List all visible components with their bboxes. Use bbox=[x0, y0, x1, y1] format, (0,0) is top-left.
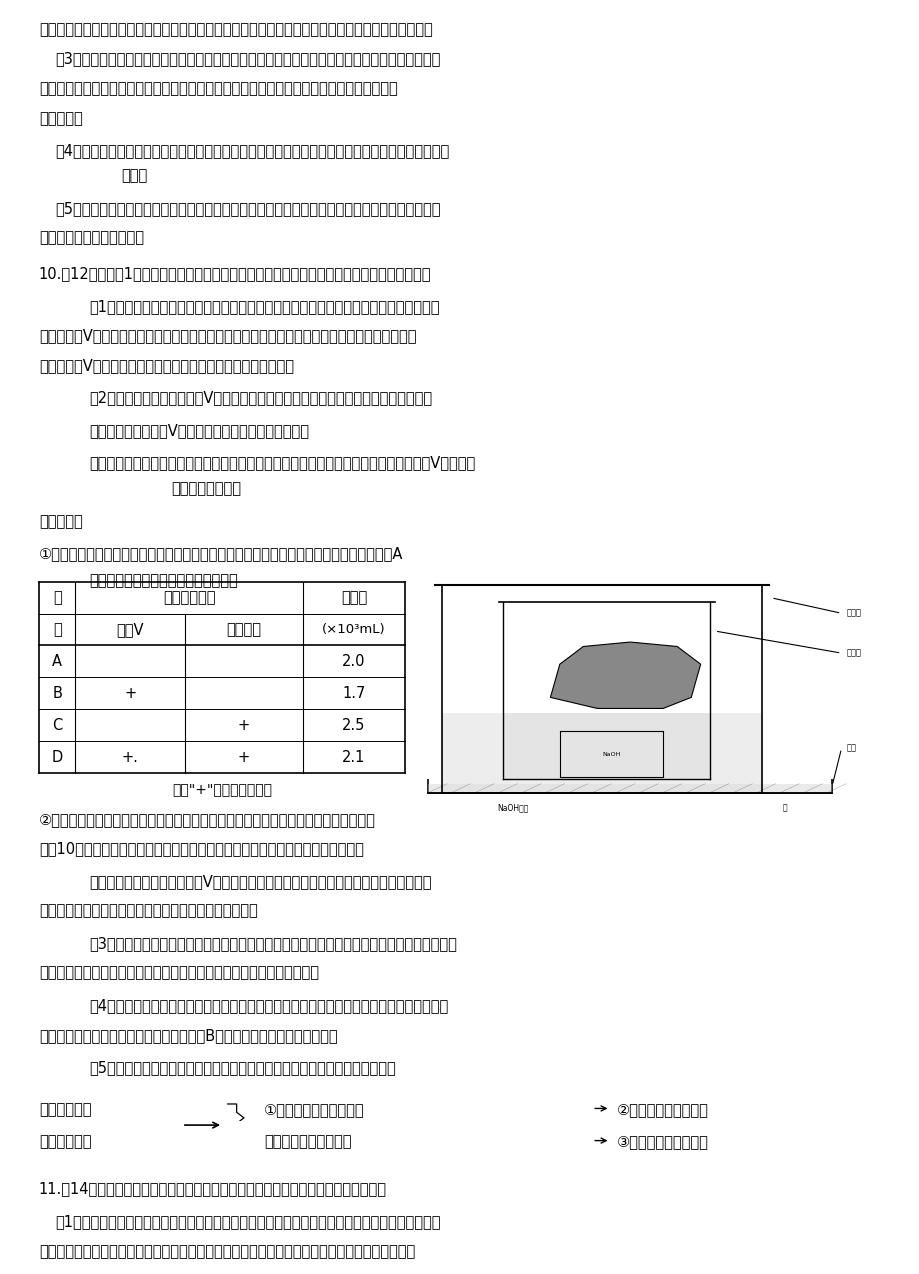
Text: +: + bbox=[238, 717, 250, 733]
Text: 肾上腺素: 肾上腺素 bbox=[226, 622, 261, 637]
Text: B: B bbox=[52, 685, 62, 701]
Text: 注："+"表示注射该药剂: 注："+"表示注射该药剂 bbox=[172, 782, 272, 796]
Text: 10.（12分，每空1分）机体内环境稳态是进行正常生命活动的必要条件。请回答下列有关问题：: 10.（12分，每空1分）机体内环境稳态是进行正常生命活动的必要条件。请回答下列… bbox=[39, 266, 431, 282]
Text: （5）草原上狮子与羚羊可根据对方的气味进行猎捕和躲避猎捕，说明＿＿＿＿＿＿能调节种间关系: （5）草原上狮子与羚羊可根据对方的气味进行猎捕和躲避猎捕，说明＿＿＿＿＿＿能调节… bbox=[55, 201, 440, 217]
Text: +.: +. bbox=[122, 750, 139, 764]
Text: 方法步骤：: 方法步骤： bbox=[39, 515, 83, 529]
Text: （4）在该生态系统中发现了一种抗逆基因。若将其用于培育优良的作物新品种，则利用了其＿＿＿＿: （4）在该生态系统中发现了一种抗逆基因。若将其用于培育优良的作物新品种，则利用了… bbox=[55, 144, 449, 158]
Text: 著提高了。: 著提高了。 bbox=[39, 111, 83, 126]
Text: 注射药剂种类: 注射药剂种类 bbox=[163, 590, 215, 605]
Text: 别: 别 bbox=[52, 622, 62, 637]
Text: （4）当细菌感染小鼠皮肤伤口时，小鼠机体首先发起攻击的免疫细胞是＿＿＿＿＿。未被清: （4）当细菌感染小鼠皮肤伤口时，小鼠机体首先发起攻击的免疫细胞是＿＿＿＿＿。未被… bbox=[89, 999, 448, 1013]
Text: 耗氧量: 耗氧量 bbox=[341, 590, 367, 605]
Text: 实验目的：探究药物V和肾上腺素对小鼠耗氧量的影响。: 实验目的：探究药物V和肾上腺素对小鼠耗氧量的影响。 bbox=[89, 423, 309, 438]
Text: ①＿＿＿＿激素分泌增加: ①＿＿＿＿激素分泌增加 bbox=[264, 1102, 364, 1117]
Text: 2.5: 2.5 bbox=[342, 717, 365, 733]
Text: （2）人们用肾上腺素和药物V进行有关研究。下表为分组实验结果，请完善实验报告。: （2）人们用肾上腺素和药物V进行有关研究。下表为分组实验结果，请完善实验报告。 bbox=[89, 390, 432, 405]
Text: 组: 组 bbox=[52, 590, 62, 605]
Text: ③＿＿＿＿＿量增加。: ③＿＿＿＿＿量增加。 bbox=[616, 1134, 708, 1149]
Text: （1）生物兴趣小组在研究性学习中发现：饲养的某种小白鼠群体中（有雌雄正常尾和短尾多只），: （1）生物兴趣小组在研究性学习中发现：饲养的某种小白鼠群体中（有雌雄正常尾和短尾… bbox=[55, 1214, 440, 1229]
Text: 表面与药物V和肾上腺素结合的＿＿＿＿＿＿＿＿可能是相同的。: 表面与药物V和肾上腺素结合的＿＿＿＿＿＿＿＿可能是相同的。 bbox=[39, 358, 293, 373]
Text: 根据表中实验结果可知，药物V和肾上腺素分别具有＿＿＿＿＿＿＿＿＿小鼠耗氧量的作: 根据表中实验结果可知，药物V和肾上腺素分别具有＿＿＿＿＿＿＿＿＿小鼠耗氧量的作 bbox=[89, 874, 431, 889]
Text: （5）当给小鼠饲喂过咸的食物后，小鼠机体对细胞外液渗透压的调节过程是：: （5）当给小鼠饲喂过咸的食物后，小鼠机体对细胞外液渗透压的调节过程是： bbox=[89, 1060, 395, 1075]
Text: ②将每组小鼠分别放入装置中，开始时大烧杯内外的液面等高；并将装置放在相同环境: ②将每组小鼠分别放入装置中，开始时大烧杯内外的液面等高；并将装置放在相同环境 bbox=[39, 812, 375, 827]
Text: 药物V: 药物V bbox=[117, 622, 144, 637]
Text: 大脑皮层兴奋产生渴觉: 大脑皮层兴奋产生渴觉 bbox=[264, 1134, 351, 1149]
Text: 用于＿＿＿＿＿＿＿＿＿＿＿＿＿＿＿＿＿，从而使测得的数值更精确。: 用于＿＿＿＿＿＿＿＿＿＿＿＿＿＿＿＿＿，从而使测得的数值更精确。 bbox=[39, 966, 319, 981]
Text: 能力弱。若此草原正向着森林群落演替，在演替过程中，群落利用＿＿＿＿＿＿＿＿的能力显: 能力弱。若此草原正向着森林群落演替，在演替过程中，群落利用＿＿＿＿＿＿＿＿的能力… bbox=[39, 82, 397, 97]
Text: 材料用具：小鼠若干只，注射器，耗氧检测装置若干（如下右图），肾上腺素溶液和药物V溶液（用: 材料用具：小鼠若干只，注射器，耗氧检测装置若干（如下右图），肾上腺素溶液和药物V… bbox=[89, 456, 475, 470]
Text: 一对正常尾的双亲鼠生了一只短尾雄鼠。这只短尾雄鼠是基因突变的直接结果，还是由它的双亲携: 一对正常尾的双亲鼠生了一只短尾雄鼠。这只短尾雄鼠是基因突变的直接结果，还是由它的… bbox=[39, 1243, 414, 1259]
Text: 除的病原体经过一系列过程，其抗原会刺激B细胞增殖分化为＿＿＿＿＿＿。: 除的病原体经过一系列过程，其抗原会刺激B细胞增殖分化为＿＿＿＿＿＿。 bbox=[39, 1028, 337, 1043]
Text: ①选取大小、生长状况相同的小鼠若干，均分为四组。每组小鼠按表中所示注射药剂，其中A: ①选取大小、生长状况相同的小鼠若干，均分为四组。每组小鼠按表中所示注射药剂，其中… bbox=[39, 547, 403, 562]
Text: (×10³mL): (×10³mL) bbox=[322, 623, 385, 636]
Text: +: + bbox=[238, 750, 250, 764]
Text: 年时期内，种内斗争的变化趋势是＿＿＿＿＿＿＿＿＿。若要保护该物种，最好的保护措施是＿＿＿＿: 年时期内，种内斗争的变化趋势是＿＿＿＿＿＿＿＿＿。若要保护该物种，最好的保护措施… bbox=[39, 22, 432, 37]
Text: 以维持生态系统的稳定性。: 以维持生态系统的稳定性。 bbox=[39, 231, 143, 246]
Text: 生理盐水配制）。: 生理盐水配制）。 bbox=[171, 482, 241, 497]
Text: 下丘脑中渗透: 下丘脑中渗透 bbox=[39, 1102, 91, 1117]
Text: （1）肾上腺素既是一种神经递质，也是一种激素。从功能上看，它是体内的一种＿＿＿＿: （1）肾上腺素既是一种神经递质，也是一种激素。从功能上看，它是体内的一种＿＿＿＿ bbox=[89, 298, 439, 313]
Text: 中，10分钟后记录＿＿＿＿＿＿＿＿＿＿＿＿，计算耗氧量并求出各组的平均值。: 中，10分钟后记录＿＿＿＿＿＿＿＿＿＿＿＿，计算耗氧量并求出各组的平均值。 bbox=[39, 841, 363, 856]
Text: （3）与西双版纳的森林生态系统相比，该草原生态系统的抵抗力稳定性较＿＿＿＿，原因是＿＿＿: （3）与西双版纳的森林生态系统相比，该草原生态系统的抵抗力稳定性较＿＿＿＿，原因… bbox=[55, 52, 440, 66]
Text: D: D bbox=[51, 750, 62, 764]
Text: A: A bbox=[52, 654, 62, 669]
Text: ②＿＿＿＿＿量减少。: ②＿＿＿＿＿量减少。 bbox=[616, 1102, 708, 1117]
Text: 2.0: 2.0 bbox=[342, 654, 366, 669]
Text: 11.（14分）鼠类动物是生物学研究中常用的实验材料，下面是与鼠有关的遗传问题。: 11.（14分）鼠类动物是生物学研究中常用的实验材料，下面是与鼠有关的遗传问题。 bbox=[39, 1182, 386, 1196]
Text: 用，因而两者作用的效应则是相互＿＿＿＿＿＿＿＿的。: 用，因而两者作用的效应则是相互＿＿＿＿＿＿＿＿的。 bbox=[39, 903, 257, 919]
Text: 1.7: 1.7 bbox=[342, 685, 365, 701]
Text: 组注射＿＿＿＿＿＿＿＿＿＿＿＿＿。: 组注射＿＿＿＿＿＿＿＿＿＿＿＿＿。 bbox=[89, 573, 237, 587]
Text: （3）除了控制相同的环境条件外，实验中应再设置一个不放入小鼠的对照装置，其设置目的是: （3）除了控制相同的环境条件外，实验中应再设置一个不放入小鼠的对照装置，其设置目… bbox=[89, 936, 457, 952]
Text: 分子。药物V和肾上腺素具有相似的结构，都能直接作用于心脏，调节心率。由此推测，心脏细胞: 分子。药物V和肾上腺素具有相似的结构，都能直接作用于心脏，调节心率。由此推测，心… bbox=[39, 329, 416, 343]
Text: C: C bbox=[52, 717, 62, 733]
Text: 2.1: 2.1 bbox=[342, 750, 365, 764]
Text: 价值。: 价值。 bbox=[120, 168, 147, 183]
Text: +: + bbox=[124, 685, 136, 701]
Text: 压感受器兴奋: 压感受器兴奋 bbox=[39, 1134, 91, 1149]
